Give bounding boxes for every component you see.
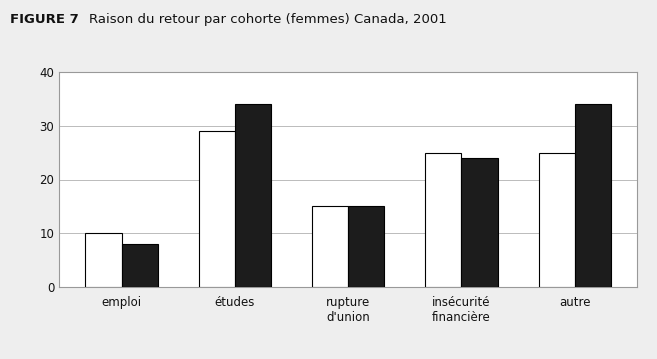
Bar <box>575 104 611 287</box>
Text: Raison du retour par cohorte (femmes) Canada, 2001: Raison du retour par cohorte (femmes) Ca… <box>89 13 447 25</box>
Bar <box>85 233 122 287</box>
Bar <box>425 153 461 287</box>
Bar <box>461 158 498 287</box>
Bar <box>312 206 348 287</box>
Bar <box>539 153 575 287</box>
Bar <box>198 131 235 287</box>
Bar <box>348 206 384 287</box>
Bar <box>122 244 158 287</box>
Text: FIGURE 7: FIGURE 7 <box>10 13 79 25</box>
Bar <box>235 104 271 287</box>
